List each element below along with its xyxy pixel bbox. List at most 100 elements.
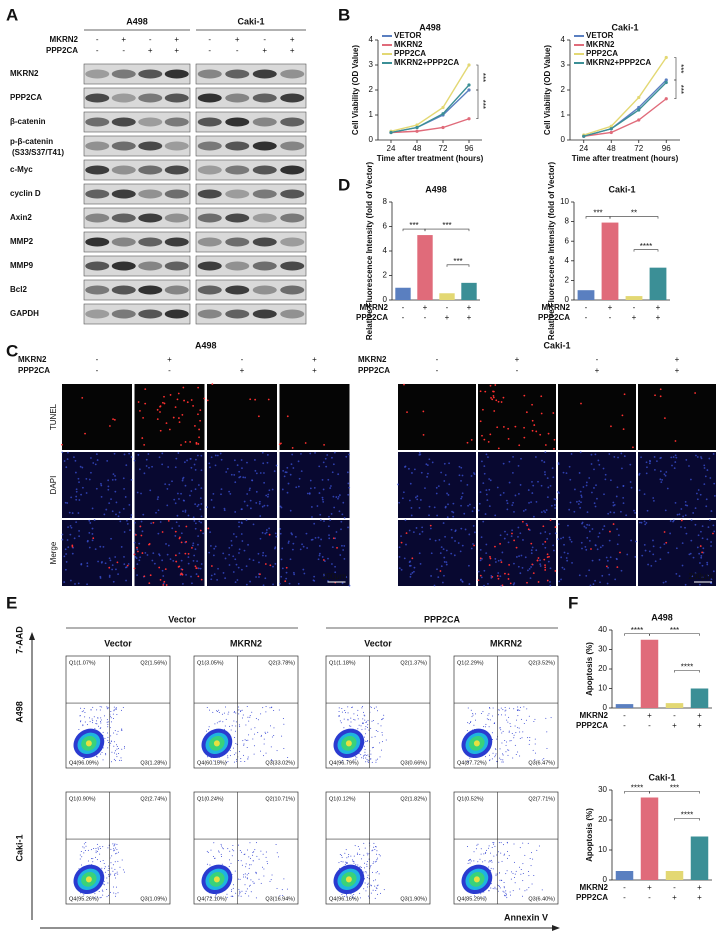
nucleus — [186, 459, 188, 462]
event — [248, 895, 250, 897]
event — [499, 879, 501, 881]
event — [93, 716, 95, 718]
event — [103, 868, 105, 870]
nucleus — [400, 535, 402, 538]
event — [241, 890, 243, 892]
nucleus — [403, 557, 406, 560]
y-axis-label: Relative Fluorescence Intensity (fold of… — [547, 162, 556, 341]
nucleus — [530, 566, 532, 568]
nucleus — [289, 473, 292, 476]
event — [243, 743, 245, 745]
event — [368, 759, 370, 761]
nucleus — [579, 506, 582, 509]
nucleus — [91, 539, 94, 542]
event — [364, 728, 366, 730]
micrograph — [207, 520, 277, 586]
nucleus — [705, 505, 708, 508]
condition-name: PPP2CA — [18, 366, 50, 375]
nucleus — [513, 510, 515, 513]
nucleus — [461, 580, 464, 583]
tunel-spot — [479, 557, 482, 560]
event — [249, 864, 251, 866]
nucleus — [608, 573, 611, 576]
nucleus — [511, 471, 514, 474]
nucleus — [675, 572, 678, 575]
nucleus — [294, 536, 297, 538]
nucleus — [61, 533, 64, 536]
nucleus — [585, 574, 588, 577]
event — [281, 735, 283, 737]
nucleus — [595, 484, 597, 487]
tunel-spot — [699, 545, 702, 547]
condition-sign: - — [436, 366, 439, 375]
event — [253, 882, 255, 884]
nucleus — [598, 463, 601, 466]
quadrant-label: Q4(87.72%) — [457, 760, 487, 766]
blot-band — [280, 93, 305, 103]
nucleus — [274, 546, 277, 549]
nucleus — [263, 472, 265, 474]
event — [385, 739, 387, 741]
blot-band — [85, 165, 110, 175]
event — [113, 706, 115, 708]
event — [503, 854, 505, 856]
event — [230, 729, 232, 731]
event — [353, 719, 355, 721]
nucleus — [184, 509, 187, 512]
event — [87, 849, 89, 851]
event — [506, 741, 508, 743]
nucleus — [263, 504, 266, 507]
tunel-spot — [161, 531, 164, 533]
tunel-spot — [493, 410, 496, 412]
nucleus — [696, 498, 699, 501]
event — [102, 747, 104, 749]
nucleus — [549, 581, 551, 583]
nucleus — [136, 574, 138, 577]
event — [503, 891, 505, 893]
quadrant-label: Q1(0.24%) — [197, 796, 224, 802]
nucleus — [418, 506, 421, 509]
nucleus — [210, 574, 213, 577]
event — [371, 736, 373, 738]
nucleus — [122, 507, 125, 510]
tunel-spot — [502, 426, 505, 428]
nucleus — [257, 552, 260, 555]
nucleus — [511, 504, 514, 507]
chart-title: Caki-1 — [611, 22, 638, 32]
y-tick-label: 10 — [560, 197, 569, 206]
nucleus — [604, 473, 607, 476]
nucleus — [161, 569, 164, 572]
nucleus — [494, 558, 497, 560]
nucleus — [605, 556, 608, 559]
tunel-spot — [470, 438, 473, 441]
event — [83, 843, 85, 845]
event — [116, 744, 118, 746]
event — [102, 890, 104, 892]
nucleus — [565, 557, 568, 559]
event — [104, 884, 106, 886]
nucleus — [262, 551, 265, 554]
sig-annotation: **** — [631, 784, 643, 793]
condition-sign: - — [96, 46, 99, 55]
event — [103, 862, 105, 864]
nucleus — [340, 528, 342, 531]
nucleus — [517, 565, 520, 568]
nucleus — [228, 564, 231, 566]
event — [115, 707, 117, 709]
event — [234, 736, 236, 738]
y-tick-label: 40 — [598, 625, 607, 634]
nucleus — [684, 514, 687, 517]
event — [477, 861, 479, 863]
event — [240, 711, 242, 713]
tunel-spot — [207, 527, 210, 530]
nucleus — [653, 499, 655, 502]
nucleus — [483, 584, 485, 587]
condition-sign: + — [697, 893, 702, 902]
event — [381, 719, 383, 721]
nucleus — [139, 556, 142, 559]
event — [363, 878, 365, 880]
nucleus — [643, 543, 646, 546]
event — [504, 894, 506, 896]
event — [499, 872, 501, 874]
tunel-spot — [164, 568, 167, 571]
